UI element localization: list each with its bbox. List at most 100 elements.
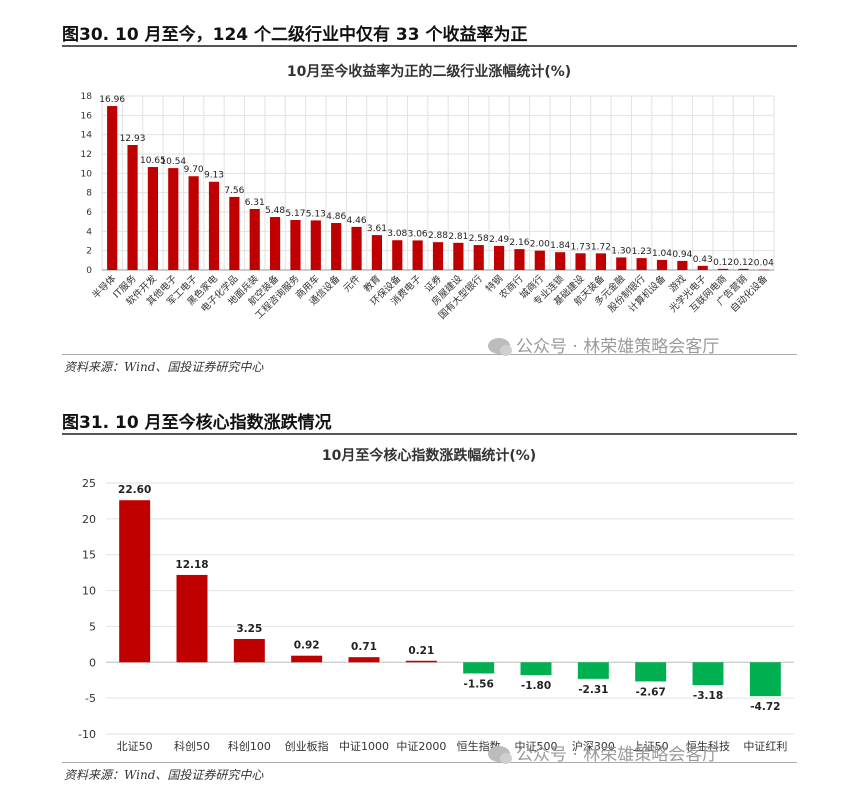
chart-index-returns: 10月至今核心指数涨跌幅统计(%) -10 -5 0 5 10 15 20 25 22.60 北证5… [78,447,794,753]
y-tick-label: -5 [85,692,96,705]
bar [692,662,724,686]
figure-31-source: 资料来源：Wind、国投证券研究中心 [64,768,264,782]
data-label: 5.13 [306,209,326,219]
data-label: 0.43 [693,255,713,265]
bar [412,240,423,270]
data-label: 3.61 [367,224,387,234]
data-label: 2.58 [469,234,489,244]
bar [371,235,382,270]
y-tick-label: 5 [89,620,96,633]
data-label: -1.80 [521,680,551,692]
data-label: 1.04 [652,249,672,259]
data-label: 0.21 [408,645,434,657]
x-tick-label: 元件 [341,272,363,294]
bar [432,242,444,270]
x-tick-label: 中证2000 [396,740,446,753]
data-label: 0.92 [294,640,320,652]
bar [577,662,609,679]
bar [229,196,240,270]
x-tick-label: 创业板指 [285,739,329,753]
data-label: -2.67 [636,686,666,698]
bar [555,252,566,270]
data-label: 4.86 [326,212,346,222]
bar [405,660,437,663]
data-label: -1.56 [464,678,494,690]
bar [107,106,118,270]
figure-30-watermark: 公众号 · 林荣雄策略会客厅 [488,332,719,357]
data-label: 2.88 [428,231,448,241]
bar [738,268,749,270]
wechat-icon [488,746,512,764]
bar [718,268,729,270]
data-label: -4.72 [750,701,780,713]
figure-31-heading: 图31. 10 月至今核心指数涨跌情况 [62,413,332,433]
bar [168,168,179,270]
data-label: 12.18 [175,559,208,571]
y-tick-label: 10 [82,585,96,598]
bar [119,500,151,663]
bar [520,662,552,676]
bar [656,259,668,270]
data-label: 4.46 [347,216,367,226]
data-label: 1.72 [591,242,611,252]
data-label: 0.04 [754,259,774,269]
bar [127,145,138,270]
x-tick-label: 恒生科技 [686,739,730,753]
y-tick-label: 20 [82,513,96,526]
data-label: 5.17 [285,209,305,219]
chart-industry-returns: 10月至今收益率为正的二级行业涨幅统计(%) 0 2 4 6 8 10 12 14 16 18 16.… [81,63,775,321]
bar [635,662,667,682]
x-tick-label: 科创50 [174,739,210,753]
data-label: 2.49 [489,235,509,245]
bar [758,269,769,271]
bar [534,250,545,270]
bar [348,657,380,663]
bar [233,638,265,663]
y-tick-label: 6 [86,208,92,218]
x-tick-label: 中证红利 [743,740,787,753]
bar [270,217,281,270]
y-tick-label: 10 [81,169,93,179]
bar [331,223,342,270]
bar [595,253,606,270]
y-tick-label: 15 [82,549,96,562]
data-label: -2.31 [578,684,608,696]
bar [351,226,362,270]
data-label: 2.00 [530,240,550,250]
data-label: 2.81 [448,232,468,242]
bar [473,245,484,270]
figure-30-heading: 图30. 10 月至今，124 个二级行业中仅有 33 个收益率为正 [62,25,528,45]
x-tick-label: 中证1000 [339,740,389,753]
data-label: -3.18 [693,690,723,702]
y-tick-label: 18 [81,92,93,102]
y-tick-label: 4 [86,227,92,237]
x-tick-label: 中证500 [515,740,558,753]
bar [463,662,495,674]
data-label: 0.71 [351,641,377,653]
bar [188,176,199,270]
bar [494,245,505,270]
data-label: 1.30 [611,246,631,256]
bar [249,209,260,270]
data-label: 0.94 [672,250,692,260]
y-tick-label: -10 [78,728,96,741]
bar [176,574,208,663]
bar [310,220,321,270]
y-tick-label: 0 [89,656,96,669]
y-tick-label: 2 [86,247,92,257]
x-tick-label: 科创100 [228,739,271,753]
figure-31-bottom-rule [62,762,797,763]
x-tick-label: 北证50 [117,740,153,753]
data-label: 9.13 [204,171,224,181]
bar [453,242,464,270]
data-label: 16.96 [99,95,125,105]
bar [514,249,525,270]
figure-30-top-rule [62,45,797,47]
y-tick-label: 25 [82,477,96,490]
data-label: 1.73 [571,242,591,252]
data-label: 2.16 [509,238,529,248]
data-label: 0.12 [713,258,733,268]
bar [677,260,688,270]
data-label: 0.12 [733,258,753,268]
bar [575,253,586,270]
